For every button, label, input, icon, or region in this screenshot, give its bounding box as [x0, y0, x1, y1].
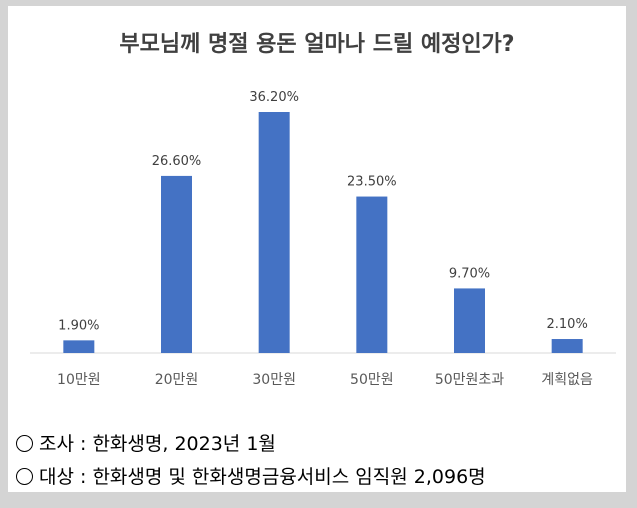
circle-icon: [16, 468, 33, 485]
chart-title: 부모님께 명절 용돈 얼마나 드릴 예정인가?: [119, 32, 515, 57]
data-label-0: 1.90%: [58, 318, 99, 333]
bar-5: [551, 339, 583, 353]
chart-card: 부모님께 명절 용돈 얼마나 드릴 예정인가? 1.90% 10만원 26.60% 2…: [8, 6, 626, 492]
x-tick-label-5: 계획없음: [541, 372, 593, 388]
data-label-2: 36.20%: [249, 90, 299, 105]
x-tick-label-2: 30만원: [252, 372, 296, 388]
data-label-3: 23.50%: [347, 175, 397, 190]
note-target: 대상 : 한화생명 및 한화생명금융서비스 임직원 2,096명: [16, 461, 616, 494]
note-survey-text: 조사 : 한화생명, 2023년 1월: [39, 433, 276, 455]
data-label-4: 9.70%: [449, 266, 490, 281]
x-tick-label-4: 50만원초과: [435, 372, 504, 388]
data-label-5: 2.10%: [547, 317, 588, 332]
bar-4: [454, 288, 485, 353]
notes: 조사 : 한화생명, 2023년 1월 대상 : 한화생명 및 한화생명금융서비…: [16, 428, 616, 494]
bar-1: [161, 175, 192, 353]
x-tick-label-1: 20만원: [155, 372, 199, 388]
note-target-text: 대상 : 한화생명 및 한화생명금융서비스 임직원 2,096명: [39, 466, 486, 488]
bar-chart: 1.90% 10만원 26.60% 20만원 36.20% 30만원 23.50% 50만원 9…: [30, 90, 616, 388]
bar-3: [356, 196, 388, 353]
bar-2: [258, 112, 290, 353]
bar-0: [63, 340, 95, 353]
data-label-1: 26.60%: [152, 154, 202, 169]
note-survey: 조사 : 한화생명, 2023년 1월: [16, 428, 616, 461]
x-tick-label-3: 50만원: [350, 372, 394, 388]
circle-icon: [16, 435, 33, 452]
x-tick-label-0: 10만원: [57, 372, 101, 388]
